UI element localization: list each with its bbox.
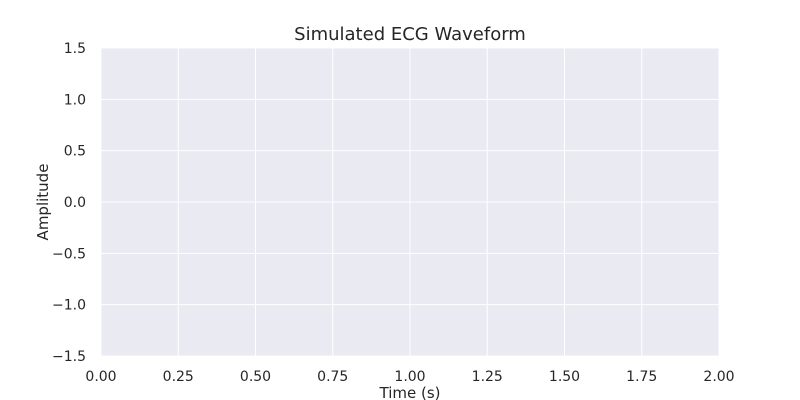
x-tick-label: 1.75 <box>626 369 657 385</box>
y-tick-label: 1.0 <box>64 92 86 108</box>
x-axis-label: Time (s) <box>379 384 441 400</box>
x-tick-label: 2.00 <box>703 369 734 385</box>
y-tick-label: 1.5 <box>64 41 86 57</box>
x-tick-label: 0.25 <box>163 369 194 385</box>
x-tick-label: 0.75 <box>317 369 348 385</box>
chart-title: Simulated ECG Waveform <box>294 24 526 45</box>
y-tick-label: −1.0 <box>52 298 86 314</box>
x-tick-label: 1.00 <box>394 369 425 385</box>
x-tick-labels: 0.00 0.25 0.50 0.75 1.00 1.25 1.50 1.75 2.00 <box>85 369 734 385</box>
y-tick-label: −0.5 <box>52 246 86 262</box>
y-tick-label: 0.5 <box>64 144 86 160</box>
y-tick-labels: −1.5 −1.0 −0.5 0.0 0.5 1.0 1.5 <box>52 41 86 365</box>
grid-lines <box>100 47 720 357</box>
y-tick-label: −1.5 <box>52 349 86 365</box>
x-tick-label: 1.50 <box>549 369 580 385</box>
x-tick-label: 0.50 <box>240 369 271 385</box>
y-axis-label: Amplitude <box>34 164 52 241</box>
y-tick-label: 0.0 <box>64 195 86 211</box>
x-tick-label: 0.00 <box>85 369 116 385</box>
x-tick-label: 1.25 <box>472 369 503 385</box>
